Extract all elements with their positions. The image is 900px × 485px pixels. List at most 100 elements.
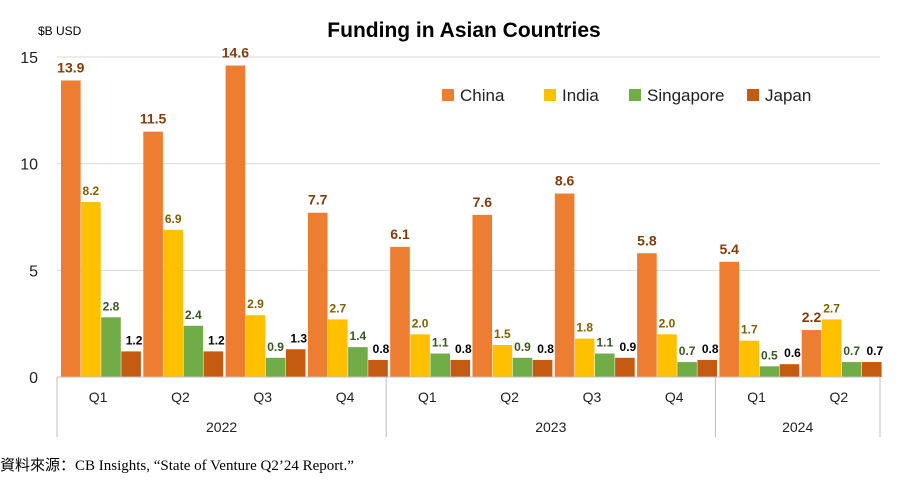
bar-china: [225, 65, 246, 378]
data-label-india: 2.0: [412, 316, 429, 330]
bar-china: [719, 261, 739, 377]
chart-title: Funding in Asian Countries: [327, 19, 600, 42]
bar-japan: [615, 357, 635, 377]
bar-india: [328, 319, 348, 377]
data-label-singapore: 0.5: [761, 348, 778, 362]
data-label-singapore: 0.7: [843, 344, 860, 358]
data-label-india: 1.5: [494, 327, 511, 341]
data-label-japan: 0.8: [455, 342, 472, 356]
legend-swatch-japan: [747, 89, 759, 101]
bar-china: [637, 253, 657, 377]
bar-india: [410, 334, 430, 377]
data-label-india: 2.7: [329, 301, 346, 315]
data-label-india: 2.0: [659, 316, 676, 330]
data-label-japan: 0.7: [866, 344, 883, 358]
bar-singapore: [595, 353, 615, 377]
data-label-singapore: 2.4: [185, 308, 202, 322]
bar-china: [61, 80, 81, 377]
data-label-india: 2.9: [247, 297, 264, 311]
data-label-china: 5.8: [637, 232, 657, 248]
chart: Funding in Asian Countries $B USD 13.9 8.…: [20, 19, 883, 437]
bar-india: [492, 345, 513, 377]
data-label-singapore: 1.1: [432, 336, 449, 350]
legend-label-japan: Japan: [765, 86, 811, 105]
legend-swatch-singapore: [629, 89, 641, 101]
x-tick-label: Q2: [830, 389, 849, 405]
data-label-india: 8.2: [83, 184, 100, 198]
data-label-india: 2.7: [823, 301, 840, 315]
data-label-japan: 0.8: [702, 342, 719, 356]
data-label-china: 5.4: [719, 241, 739, 257]
bar-china: [554, 193, 575, 377]
y-tick-label: 15: [20, 50, 38, 67]
year-label: 2022: [206, 419, 237, 435]
bar-singapore: [101, 317, 121, 377]
bar-india: [163, 229, 183, 377]
x-tick-label: Q4: [665, 389, 684, 405]
bar-india: [657, 334, 677, 377]
bar-china: [143, 131, 163, 377]
legend-label-singapore: Singapore: [647, 86, 725, 105]
data-label-japan: 0.6: [784, 346, 801, 360]
data-label-china: 6.1: [390, 226, 410, 242]
data-labels: 13.9 8.2 2.8 1.2 11.5 6.9 2.4 1.2 14.6 2.9 0.9 1.3 7…: [57, 45, 883, 363]
data-label-japan: 1.3: [290, 331, 307, 345]
data-label-china: 8.6: [555, 173, 575, 189]
bar-india: [245, 315, 266, 377]
bar-india: [81, 202, 101, 377]
data-label-india: 1.7: [741, 323, 758, 337]
data-label-singapore: 0.9: [267, 340, 284, 354]
data-label-japan: 0.8: [373, 342, 390, 356]
bars: [61, 65, 882, 378]
bar-japan: [450, 359, 471, 377]
x-tick-label: Q2: [171, 389, 190, 405]
data-label-japan: 0.8: [537, 342, 554, 356]
bar-india: [821, 319, 842, 377]
legend-label-china: China: [460, 86, 505, 105]
source-note: 資料來源：CB Insights, “State of Venture Q2’2…: [0, 458, 354, 474]
data-label-singapore: 1.1: [596, 336, 613, 350]
bar-singapore: [512, 357, 533, 377]
bar-japan: [368, 359, 388, 377]
year-label: 2024: [782, 419, 813, 435]
bar-japan: [532, 359, 553, 377]
axes: 0 5 10 15 Q1 Q2 Q3 Q4 Q1 Q2 Q3 Q4 Q1 Q2 2022 2023 2024: [20, 50, 881, 437]
bar-india: [574, 338, 595, 377]
bar-china: [801, 330, 822, 377]
x-tick-label: Q4: [336, 389, 355, 405]
bar-japan: [285, 349, 306, 377]
x-tick-label: Q3: [583, 389, 602, 405]
legend-swatch-china: [442, 89, 454, 101]
bar-singapore: [348, 347, 368, 377]
data-label-china: 11.5: [140, 111, 167, 127]
data-label-japan: 0.9: [620, 340, 637, 354]
bar-japan: [862, 362, 882, 377]
bar-japan: [121, 351, 141, 377]
bar-china: [472, 214, 493, 377]
data-label-japan: 1.2: [126, 333, 143, 347]
bar-singapore: [430, 353, 450, 377]
data-label-china: 13.9: [57, 59, 84, 75]
bar-singapore: [265, 357, 286, 377]
data-label-india: 1.8: [576, 321, 593, 335]
legend-label-india: India: [562, 86, 599, 105]
x-tick-label: Q3: [253, 389, 272, 405]
bar-japan: [697, 359, 717, 377]
bar-singapore: [841, 362, 862, 377]
data-label-india: 6.9: [165, 212, 182, 226]
gridlines: [57, 56, 880, 271]
data-label-singapore: 0.9: [514, 340, 531, 354]
bar-china: [390, 246, 410, 377]
bar-china: [307, 212, 328, 377]
y-tick-label: 10: [20, 157, 38, 174]
data-label-china: 7.6: [473, 194, 493, 210]
data-label-singapore: 0.7: [679, 344, 696, 358]
data-label-china: 14.6: [222, 45, 249, 61]
x-tick-label: Q1: [747, 389, 766, 405]
x-tick-label: Q2: [500, 389, 519, 405]
bar-singapore: [759, 366, 780, 377]
bar-japan: [779, 364, 800, 377]
y-tick-label: 0: [29, 370, 38, 387]
data-label-china: 2.2: [802, 309, 822, 325]
year-label: 2023: [535, 419, 566, 435]
